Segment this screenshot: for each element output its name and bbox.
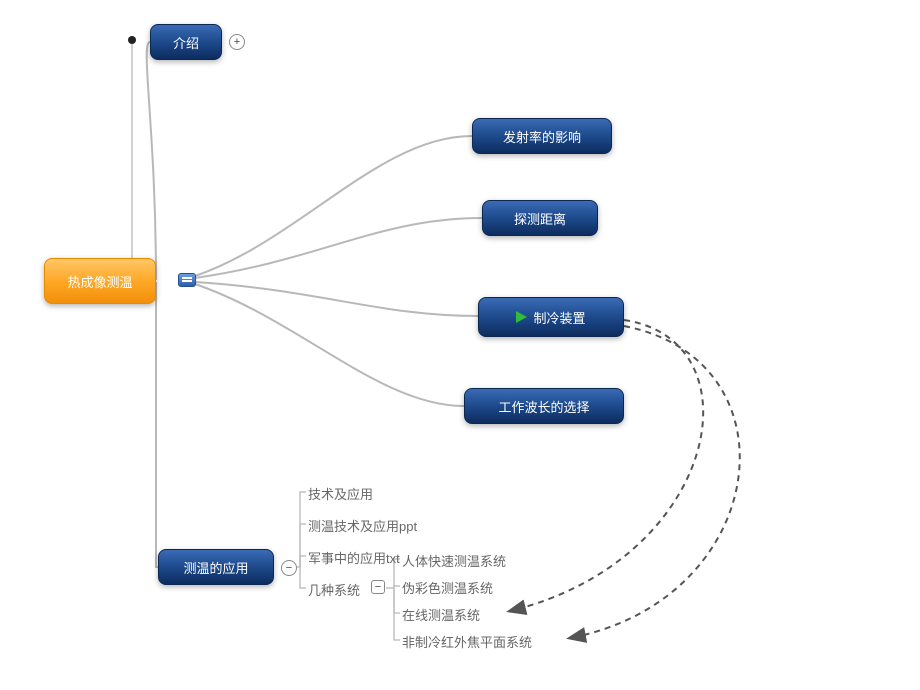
toggle-systems-collapse[interactable]: −	[371, 580, 385, 594]
system-label: 非制冷红外焦平面系统	[402, 635, 532, 650]
node-distance[interactable]: 探测距离	[482, 200, 598, 236]
system-item-3[interactable]: 在线测温系统	[402, 605, 480, 624]
toggle-application-collapse[interactable]: −	[281, 560, 297, 576]
node-cooling-label: 制冷装置	[533, 308, 585, 327]
subitem-label: 军事中的应用txt	[308, 551, 400, 566]
system-label: 伪彩色测温系统	[402, 581, 493, 596]
arrow-green-icon	[516, 311, 527, 323]
system-item-2[interactable]: 伪彩色测温系统	[402, 578, 493, 597]
system-label: 人体快速测温系统	[402, 554, 506, 569]
branch-start-dot	[128, 36, 136, 44]
note-icon[interactable]	[178, 273, 196, 287]
node-emissivity[interactable]: 发射率的影响	[472, 118, 612, 154]
node-application[interactable]: 测温的应用	[158, 549, 274, 585]
subitem-systems[interactable]: 几种系统	[308, 580, 360, 599]
system-item-4[interactable]: 非制冷红外焦平面系统	[402, 632, 532, 651]
toggle-intro-expand[interactable]: +	[229, 34, 245, 50]
node-distance-label: 探测距离	[514, 209, 566, 228]
subitem-label: 技术及应用	[308, 487, 373, 502]
root-label: 热成像测温	[67, 272, 132, 291]
node-emissivity-label: 发射率的影响	[503, 127, 581, 146]
subitem-label: 几种系统	[308, 583, 360, 598]
subitem-txt[interactable]: 军事中的应用txt	[308, 548, 400, 567]
node-intro[interactable]: 介绍	[150, 24, 222, 60]
node-intro-label: 介绍	[173, 33, 199, 52]
subitem-tech[interactable]: 技术及应用	[308, 484, 373, 503]
node-wavelength[interactable]: 工作波长的选择	[464, 388, 624, 424]
subitem-ppt[interactable]: 测温技术及应用ppt	[308, 516, 417, 535]
node-cooling[interactable]: 制冷装置	[478, 297, 624, 337]
subitem-label: 测温技术及应用ppt	[308, 519, 417, 534]
system-label: 在线测温系统	[402, 608, 480, 623]
node-wavelength-label: 工作波长的选择	[498, 397, 589, 416]
mindmap-canvas: 热成像测温 介绍 + 发射率的影响 探测距离 制冷装置 工作波长的选择 测温的应…	[0, 0, 920, 690]
root-node[interactable]: 热成像测温	[44, 258, 156, 304]
node-application-label: 测温的应用	[183, 558, 248, 577]
system-item-1[interactable]: 人体快速测温系统	[402, 551, 506, 570]
